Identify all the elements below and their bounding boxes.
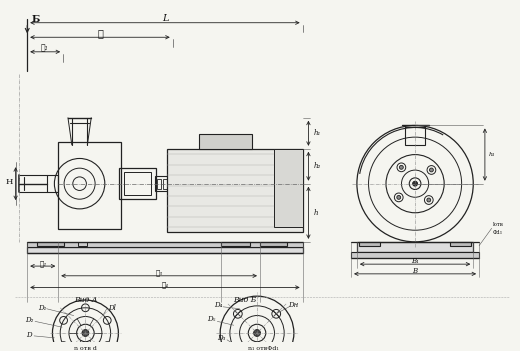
Bar [221, 242, 250, 246]
Bar [163, 179, 167, 188]
Bar [274, 149, 303, 227]
Text: B₁: B₁ [411, 257, 419, 265]
Bar [37, 242, 64, 246]
Text: H: H [5, 178, 12, 186]
Text: h: h [313, 209, 318, 217]
Text: D₄: D₄ [214, 301, 223, 309]
Bar [58, 142, 121, 229]
Text: Фd₃: Фd₃ [492, 230, 502, 235]
Bar [359, 242, 380, 246]
Bar [47, 175, 58, 192]
Bar [27, 242, 303, 247]
Text: D₅: D₅ [207, 316, 216, 323]
Text: D₃: D₃ [217, 334, 225, 342]
Text: Вид Б: Вид Б [233, 296, 256, 304]
Text: ℓ₂: ℓ₂ [39, 259, 46, 267]
Text: Вид А: Вид А [74, 296, 97, 304]
Text: h₁: h₁ [489, 152, 495, 157]
Text: h₁: h₁ [313, 129, 320, 137]
Circle shape [397, 196, 401, 199]
Text: h₂: h₂ [313, 162, 320, 170]
Bar [77, 242, 87, 246]
Bar [155, 176, 169, 191]
Text: ℓ₄: ℓ₄ [161, 280, 168, 289]
Circle shape [254, 330, 261, 336]
Circle shape [82, 330, 89, 336]
Circle shape [430, 168, 433, 172]
Bar [27, 247, 303, 253]
Text: B: B [412, 267, 418, 275]
Text: D: D [27, 331, 32, 339]
Bar [260, 242, 287, 246]
Text: Dl: Dl [108, 304, 115, 312]
Text: lотв: lотв [492, 222, 503, 227]
Text: n₁ отвΦd₁: n₁ отвΦd₁ [249, 346, 279, 351]
Bar [199, 134, 252, 149]
Text: ℓ₃: ℓ₃ [155, 269, 163, 277]
Text: D₂: D₂ [25, 316, 33, 324]
Circle shape [427, 198, 431, 202]
Bar [351, 252, 479, 258]
Circle shape [399, 165, 404, 169]
Bar [157, 179, 161, 188]
Bar [120, 168, 156, 199]
Text: Б: Б [31, 15, 40, 24]
Text: ℓ: ℓ [97, 29, 103, 38]
Text: ℓ₁: ℓ₁ [41, 44, 48, 52]
Bar [357, 242, 473, 252]
Text: n отв d: n отв d [74, 346, 97, 351]
Bar [124, 172, 151, 195]
Circle shape [413, 181, 418, 186]
Text: D₁: D₁ [38, 304, 47, 312]
Bar [450, 242, 471, 246]
Text: Dн: Dн [288, 301, 298, 309]
Bar [167, 149, 303, 232]
Text: L: L [162, 14, 168, 24]
Bar [406, 127, 425, 145]
